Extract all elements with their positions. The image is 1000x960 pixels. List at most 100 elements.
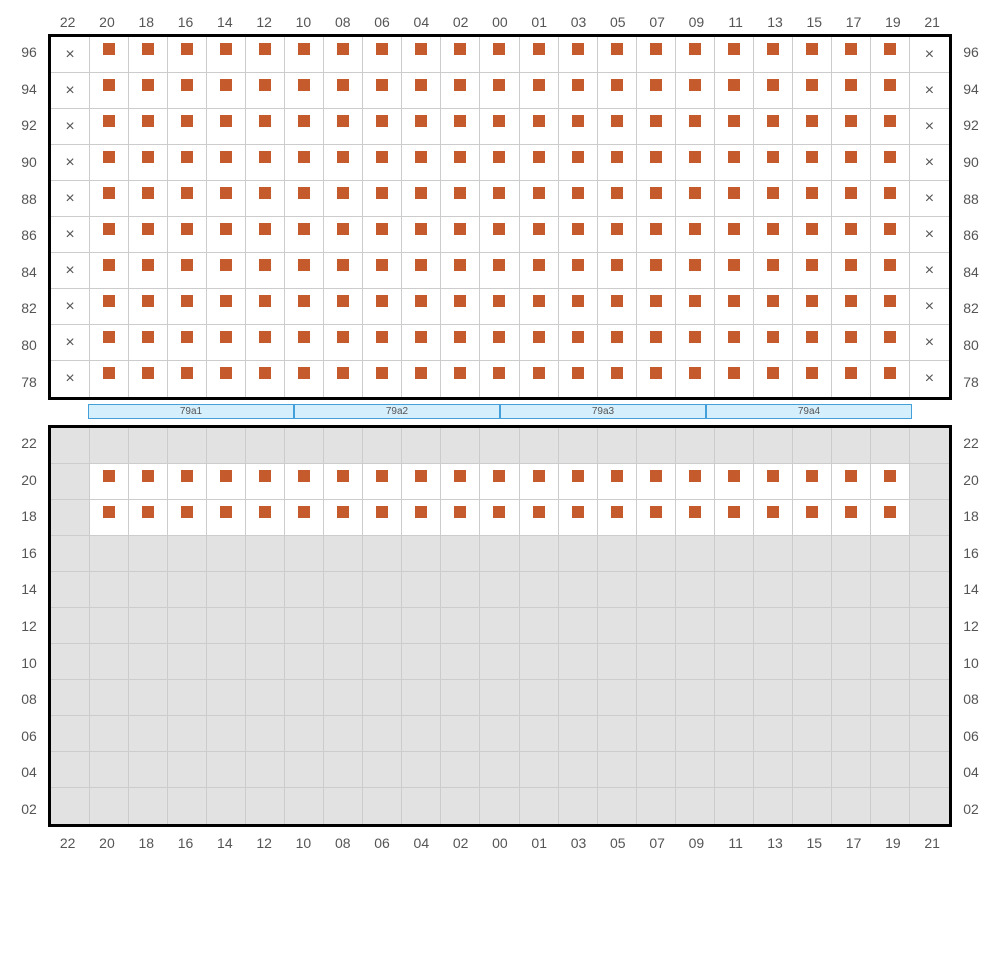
slot[interactable] xyxy=(793,73,832,109)
slot[interactable] xyxy=(480,217,519,253)
slot[interactable] xyxy=(715,464,754,500)
slot[interactable] xyxy=(715,109,754,145)
slot[interactable] xyxy=(598,145,637,181)
slot[interactable] xyxy=(207,181,246,217)
slot[interactable] xyxy=(363,109,402,145)
slot[interactable]: × xyxy=(51,37,90,73)
slot[interactable] xyxy=(363,464,402,500)
slot[interactable] xyxy=(676,145,715,181)
slot[interactable] xyxy=(402,325,441,361)
slot[interactable]: × xyxy=(910,109,949,145)
slot[interactable] xyxy=(402,361,441,397)
slot[interactable] xyxy=(676,500,715,536)
slot[interactable] xyxy=(324,181,363,217)
slot[interactable] xyxy=(598,181,637,217)
slot[interactable] xyxy=(754,217,793,253)
slot[interactable] xyxy=(402,109,441,145)
slot[interactable] xyxy=(559,181,598,217)
slot[interactable] xyxy=(129,181,168,217)
slot[interactable] xyxy=(871,145,910,181)
slot[interactable] xyxy=(441,181,480,217)
slot[interactable] xyxy=(207,37,246,73)
slot[interactable] xyxy=(715,253,754,289)
slot[interactable] xyxy=(520,500,559,536)
slot[interactable]: × xyxy=(51,217,90,253)
slot[interactable]: × xyxy=(51,253,90,289)
slot[interactable] xyxy=(793,361,832,397)
slot[interactable] xyxy=(207,361,246,397)
slot[interactable] xyxy=(520,253,559,289)
slot[interactable] xyxy=(754,289,793,325)
slot[interactable] xyxy=(559,289,598,325)
slot[interactable] xyxy=(715,217,754,253)
slot[interactable] xyxy=(559,217,598,253)
slot[interactable] xyxy=(715,145,754,181)
slot[interactable] xyxy=(402,464,441,500)
slot[interactable] xyxy=(871,289,910,325)
slot[interactable]: × xyxy=(910,73,949,109)
slot[interactable] xyxy=(441,361,480,397)
slot[interactable] xyxy=(480,289,519,325)
slot[interactable] xyxy=(793,325,832,361)
slot[interactable]: × xyxy=(910,361,949,397)
slot[interactable] xyxy=(559,464,598,500)
slot[interactable] xyxy=(559,145,598,181)
slot[interactable] xyxy=(598,464,637,500)
slot[interactable] xyxy=(832,325,871,361)
slot[interactable] xyxy=(168,73,207,109)
slot[interactable] xyxy=(402,181,441,217)
slot[interactable] xyxy=(441,325,480,361)
slot[interactable] xyxy=(676,325,715,361)
slot[interactable] xyxy=(793,109,832,145)
slot[interactable]: × xyxy=(910,217,949,253)
slot[interactable] xyxy=(520,181,559,217)
slot[interactable] xyxy=(480,109,519,145)
slot[interactable] xyxy=(324,217,363,253)
slot[interactable] xyxy=(441,253,480,289)
slot[interactable] xyxy=(168,464,207,500)
slot[interactable] xyxy=(402,217,441,253)
slot[interactable] xyxy=(441,37,480,73)
divider-button[interactable]: 79a3 xyxy=(500,404,706,419)
slot[interactable] xyxy=(246,217,285,253)
slot[interactable] xyxy=(402,73,441,109)
slot[interactable] xyxy=(363,361,402,397)
slot[interactable] xyxy=(324,73,363,109)
slot[interactable] xyxy=(637,325,676,361)
slot[interactable] xyxy=(207,145,246,181)
slot[interactable] xyxy=(441,217,480,253)
slot[interactable] xyxy=(754,464,793,500)
slot[interactable] xyxy=(324,361,363,397)
slot[interactable] xyxy=(871,325,910,361)
slot[interactable] xyxy=(480,325,519,361)
slot[interactable] xyxy=(832,464,871,500)
slot[interactable] xyxy=(285,37,324,73)
slot[interactable] xyxy=(637,145,676,181)
slot[interactable] xyxy=(129,325,168,361)
slot[interactable] xyxy=(207,500,246,536)
slot[interactable] xyxy=(402,253,441,289)
slot[interactable] xyxy=(676,253,715,289)
slot[interactable] xyxy=(129,464,168,500)
slot[interactable] xyxy=(871,181,910,217)
slot[interactable]: × xyxy=(910,253,949,289)
slot[interactable] xyxy=(520,109,559,145)
slot[interactable] xyxy=(129,145,168,181)
slot[interactable] xyxy=(676,73,715,109)
slot[interactable] xyxy=(246,253,285,289)
slot[interactable] xyxy=(90,181,129,217)
slot[interactable] xyxy=(168,289,207,325)
slot[interactable] xyxy=(559,325,598,361)
slot[interactable] xyxy=(832,37,871,73)
slot[interactable]: × xyxy=(51,325,90,361)
slot[interactable]: × xyxy=(51,181,90,217)
slot[interactable] xyxy=(168,500,207,536)
slot[interactable] xyxy=(90,73,129,109)
slot[interactable] xyxy=(441,289,480,325)
slot[interactable] xyxy=(129,289,168,325)
slot[interactable] xyxy=(363,145,402,181)
slot[interactable] xyxy=(168,217,207,253)
slot[interactable] xyxy=(90,289,129,325)
slot[interactable] xyxy=(871,37,910,73)
slot[interactable] xyxy=(129,109,168,145)
